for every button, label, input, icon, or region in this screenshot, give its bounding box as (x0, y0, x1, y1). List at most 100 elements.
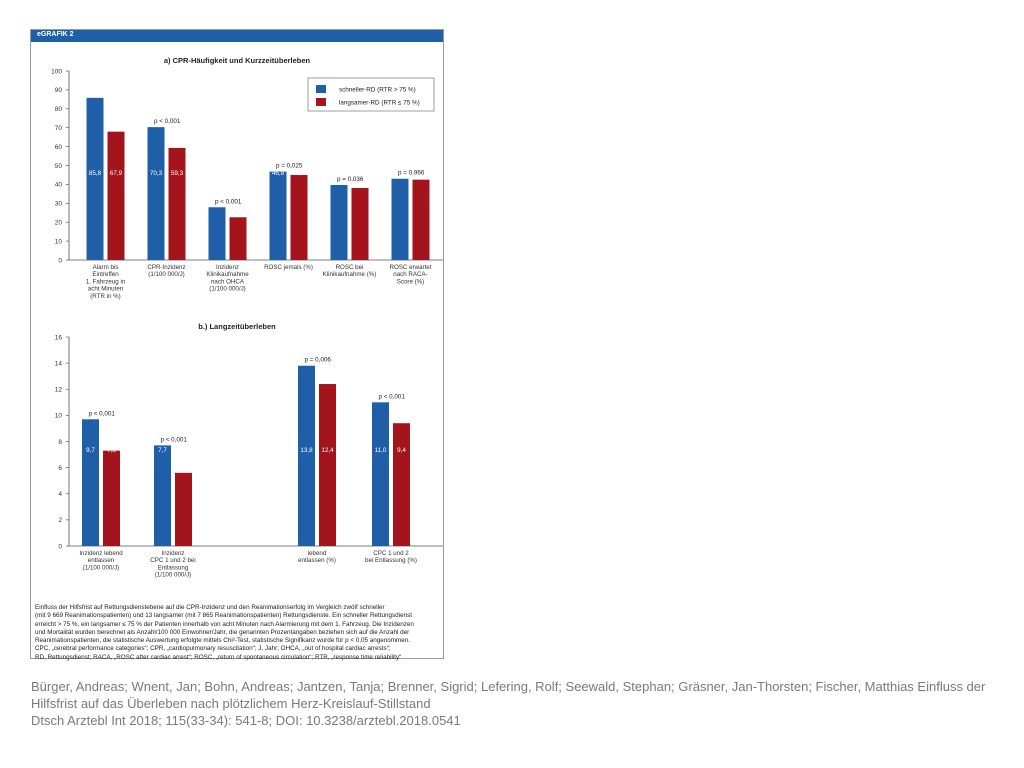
bar-value-label: 7,3 (107, 447, 116, 454)
x-category-label: entlassen (88, 557, 115, 564)
bar-value-label: 13,8 (300, 447, 313, 454)
bar-value-label: 67,9 (110, 170, 123, 177)
bar-charts: a) CPR-Häufigkeit und Kurzzeitüberleben 0… (51, 56, 443, 579)
y-tick-label: 14 (55, 360, 63, 367)
bar-value-label: 46,8 (272, 170, 285, 177)
bar-slow (168, 147, 186, 260)
bar-slow (351, 187, 369, 260)
bar-fast (298, 365, 315, 546)
p-value-label: p < 0,001 (379, 393, 406, 400)
x-category-label: (1/100 000/J) (148, 271, 184, 278)
bar-slow (107, 131, 125, 260)
y-tick-label: 16 (55, 334, 63, 341)
x-category-label: (RTR in %) (90, 293, 120, 300)
y-tick-label: 80 (55, 106, 63, 113)
p-value-label: p = 0,966 (398, 170, 425, 177)
x-category-label: ROSC erwartet (390, 264, 432, 271)
bar-slow (290, 174, 308, 260)
y-tick-label: 30 (55, 201, 63, 208)
bar-value-label: 45,0 (293, 170, 306, 177)
bar-value-label: 7,7 (158, 447, 167, 454)
bar-fast (86, 97, 104, 260)
bar-value-label: 9,4 (397, 447, 406, 454)
p-value-label: p = 0,036 (337, 176, 364, 183)
bar-fast (147, 127, 165, 261)
citation-line: Hilfsfrist auf das Überleben nach plötzl… (31, 696, 431, 711)
legend-swatch (316, 98, 326, 106)
caption-line: erreicht > 75 %, ein langsamer ≤ 75 % de… (35, 620, 414, 628)
y-tick-label: 6 (58, 465, 62, 472)
bar-value-label: 22,6 (232, 170, 245, 177)
figure-banner: eGRAFIK 2 (31, 30, 443, 42)
caption-line: Reanimationspatienten, die statistische … (35, 637, 411, 645)
x-category-label: Inzidenz (216, 264, 239, 271)
citation-line: Dtsch Arztebl Int 2018; 115(33-34): 541-… (31, 713, 461, 728)
caption-line: (mit 9 669 Reanimationspatienten) und 13… (35, 612, 412, 620)
y-tick-label: 100 (51, 68, 62, 75)
caption-line: Einfluss der Hilfsfrist auf Rettungsdien… (35, 604, 385, 611)
y-tick-label: 4 (58, 491, 62, 498)
bar-value-label: 42,5 (415, 170, 428, 177)
bar-value-label: 59,3 (171, 170, 184, 177)
bar-value-label: 11,0 (375, 447, 387, 454)
x-category-label: CPC 1 und 2 (373, 550, 409, 557)
bar-value-label: 12,4 (321, 447, 334, 454)
y-tick-label: 12 (55, 387, 63, 394)
y-tick-label: 0 (58, 543, 62, 550)
legend-swatch (316, 85, 326, 93)
x-category-label: Score (%) (397, 278, 425, 285)
bar-value-label: 43,0 (394, 170, 407, 177)
x-category-label: Eintreffen (92, 271, 119, 278)
caption-line: CPC, „cerebral performance categories“; … (35, 645, 391, 653)
x-category-label: (1/100 000/J) (155, 572, 191, 579)
caption-line: RD, Rettungsdienst; RACA, „ROSC after ca… (35, 653, 402, 661)
legend-label: langsamer-RD (RTR ≤ 75 %) (339, 100, 420, 107)
bar-fast (208, 207, 226, 260)
bar-slow (175, 472, 192, 546)
y-tick-label: 40 (55, 182, 63, 189)
citation: Bürger, Andreas; Wnent, Jan; Bohn, Andre… (31, 678, 991, 729)
bar-value-label: 70,3 (150, 170, 163, 177)
bar-fast (82, 419, 99, 546)
x-category-label: ROSC jemals (%) (264, 264, 313, 271)
bar-value-label: 9,7 (86, 447, 95, 454)
x-category-label: CPR-Inzidenz (147, 264, 185, 271)
figure-panel: eGRAFIK 2 a) CPR-Häufigkeit und Kurzzeit… (30, 29, 444, 662)
p-value-label: p < 0,001 (154, 118, 181, 125)
y-tick-label: 10 (55, 238, 63, 245)
x-category-label: bei Entlassung (%) (365, 557, 417, 564)
legend-label: schneller-RD (RTR > 75 %) (339, 87, 416, 94)
x-category-label: Entlassung (158, 564, 189, 571)
p-value-label: p < 0,001 (89, 410, 116, 417)
x-category-label: nach OHCA (211, 278, 245, 285)
y-tick-label: 0 (58, 257, 62, 264)
x-category-label: 1. Fahrzeug in (86, 278, 126, 285)
x-category-label: (1/100 000/J) (209, 286, 245, 293)
x-category-label: nach RACA- (393, 271, 427, 278)
y-tick-label: 8 (58, 439, 62, 446)
bar-value-label: 39,7 (333, 170, 346, 177)
p-value-label: p = 0,025 (276, 163, 303, 170)
x-category-label: Inzidenz lebend (79, 550, 123, 557)
bar-fast (391, 178, 409, 260)
legend-box (307, 77, 435, 112)
figure-caption: Einfluss der Hilfsfrist auf Rettungsdien… (35, 604, 439, 662)
x-category-label: lebend (308, 550, 327, 557)
y-tick-label: 90 (55, 87, 63, 94)
bar-slow (103, 450, 120, 546)
p-value-label: p < 0,001 (161, 436, 188, 443)
x-category-label: Inzidenz (161, 550, 184, 557)
bar-slow (229, 217, 247, 260)
x-category-label: Alarm bis (93, 264, 119, 271)
x-category-label: Klinikaufnahme (206, 271, 249, 278)
bar-fast (154, 445, 171, 546)
x-category-label: ROSC bei (336, 264, 364, 271)
y-tick-label: 2 (58, 517, 62, 524)
x-category-label: (1/100 000/J) (83, 564, 119, 571)
y-tick-label: 20 (55, 220, 63, 227)
caption-line: und Mortalität wurden berechnet als Anza… (35, 628, 410, 636)
y-tick-label: 10 (55, 413, 63, 420)
x-category-label: CPC 1 und 2 bei (150, 557, 195, 564)
bar-value-label: 5,6 (179, 447, 188, 454)
figure-label: eGRAFIK 2 (37, 31, 74, 38)
